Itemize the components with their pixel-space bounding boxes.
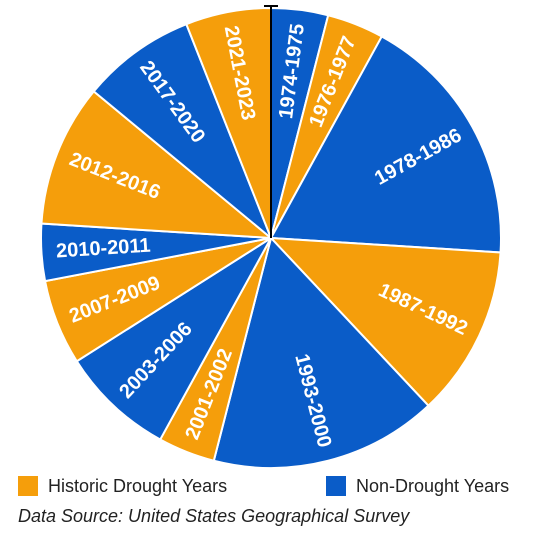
pie-slice-1978-1986 xyxy=(269,35,502,254)
pie-slices xyxy=(40,6,502,469)
pie-slice-2003-2006 xyxy=(75,237,272,441)
legend-swatch-drought xyxy=(18,476,38,496)
pie-slice-2012-2016 xyxy=(40,89,275,240)
legend-label-drought: Historic Drought Years xyxy=(48,475,228,496)
legend-label-non-drought: Non-Drought Years xyxy=(356,475,510,496)
data-source-note: Data Source: United States Geographical … xyxy=(18,506,410,526)
legend: Historic Drought Years Non-Drought Years xyxy=(0,472,548,500)
pie-slice-2017-2020 xyxy=(92,22,272,239)
legend-item-non-drought: Non-Drought Years xyxy=(326,472,509,500)
legend-swatch-non-drought xyxy=(326,476,346,496)
pie-slice-1987-1992 xyxy=(268,236,502,408)
pie-slice-1993-2000 xyxy=(212,235,430,469)
legend-item-drought: Historic Drought Years xyxy=(18,472,227,500)
